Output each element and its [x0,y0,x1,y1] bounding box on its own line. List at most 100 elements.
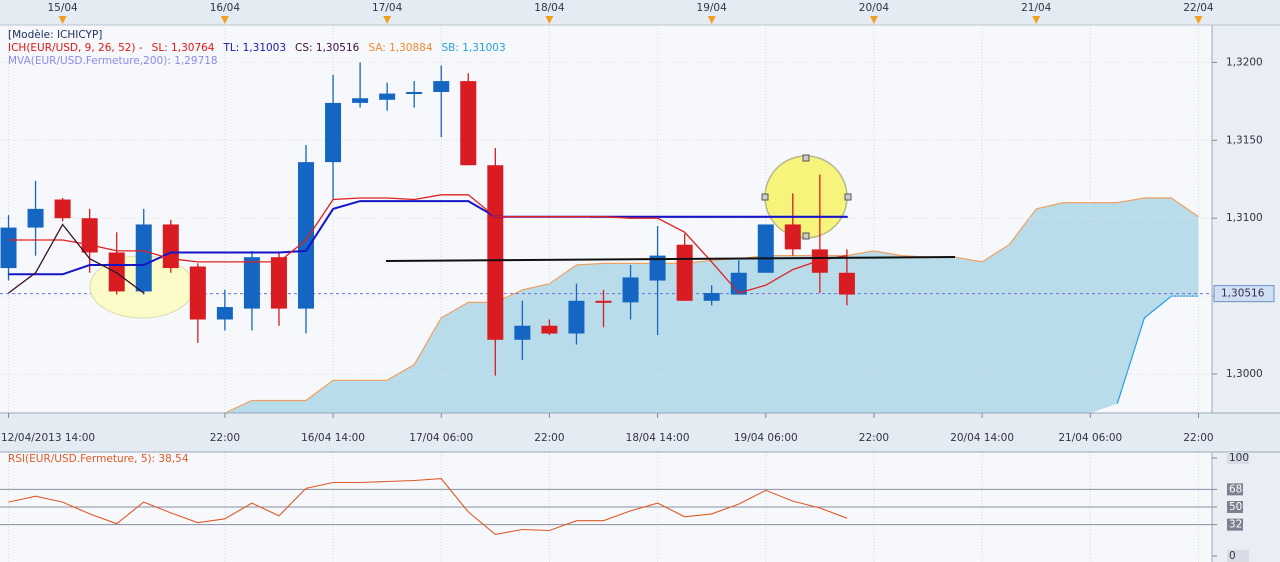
candle-body [189,266,206,320]
candle-body [406,92,423,95]
legend-entry: ICH(EUR/USD, 9, 26, 52) - [8,42,143,54]
y-tick-label: 68 [1229,483,1242,495]
candle-body [298,162,315,309]
legend-entry: [Modèle: ICHICYP] [8,29,103,41]
candle-body [108,252,125,292]
handle [802,154,810,162]
x-tick-label: 22:00 [534,432,564,444]
rsi-legend: RSI(EUR/USD.Fermeture, 5): 38,54 [8,453,189,466]
marks-layer [0,62,855,535]
handle [844,193,852,201]
x-tick-label: 21/04 06:00 [1058,432,1122,444]
legend: [Modèle: ICHICYP] ICH(EUR/USD, 9, 26, 52)… [8,29,515,68]
y-tick-label: 50 [1229,501,1242,513]
candle-body [81,218,98,253]
candle-body [541,325,558,334]
x-tick-label: 22:00 [859,432,889,444]
candle-body [703,293,720,301]
top-date-label: 17/04 [372,2,403,14]
candle-body [270,257,287,309]
candle-body [757,224,774,273]
candle-body [433,81,450,93]
drawings-over [385,154,956,262]
date-marker [707,16,716,24]
legend-entry: MVA(EUR/USD.Fermeture,200): 1,29718 [8,55,218,67]
candle-body [54,199,71,219]
y-tick-label: 32 [1229,519,1242,531]
date-marker [545,16,554,24]
date-marker [1032,16,1041,24]
x-tick-label: 16/04 14:00 [301,432,365,444]
indicator-line [8,223,145,294]
date-marker [383,16,392,24]
top-date-label: 15/04 [47,2,78,14]
candle-body [27,208,44,228]
tick-label-box [1227,550,1249,562]
top-date-label: 18/04 [534,2,565,14]
handle [802,232,810,240]
x-tick-label: 17/04 06:00 [409,432,473,444]
level-label-box [1227,483,1243,496]
y-tick-label: 1,3150 [1226,134,1263,146]
level-label-box [1227,518,1243,531]
candle-body [487,165,504,340]
x-tick-label: 19/04 06:00 [734,432,798,444]
top-date-label: 19/04 [697,2,728,14]
legend-entry: SB: 1,31003 [441,42,506,54]
candle-body [622,277,639,303]
top-date-label: 16/04 [210,2,241,14]
legend-entry: CS: 1,30516 [295,42,360,54]
legend-entry: SL: 1,30764 [151,42,215,54]
y-tick-label: 0 [1229,550,1236,562]
date-marker [58,16,67,24]
candle-body [379,93,396,100]
candle-body [595,300,612,303]
candle-body [784,224,801,250]
candle-body [0,227,17,269]
top-date-label: 22/04 [1183,2,1214,14]
legend-entry: TL: 1,31003 [223,42,287,54]
candle-body [243,257,260,309]
x-tick-label: 12/04/2013 14:00 [1,432,95,444]
tick-label-box [1227,452,1249,464]
x-tick-label: 22:00 [1183,432,1213,444]
y-tick-label: 1,3000 [1226,368,1263,380]
candle-body [352,98,369,103]
y-tick-label: 100 [1229,452,1249,464]
last-price-box [1213,285,1275,303]
level-label-box [1227,501,1243,513]
date-marker [220,16,229,24]
price-axis-area [1212,25,1280,413]
candle-body [162,224,179,269]
candle-body [325,102,342,163]
legend-row: ICH(EUR/USD, 9, 26, 52) - SL: 1,30764 TL: … [8,42,515,55]
candle-body [649,255,666,281]
legend-row: MVA(EUR/USD.Fermeture,200): 1,29718 [8,55,515,68]
legend-entry: SA: 1,30884 [368,42,433,54]
y-tick-label: 1,3100 [1226,212,1263,224]
top-date-label: 20/04 [859,2,890,14]
candle-body [514,325,531,340]
candle-body [216,307,233,320]
date-marker [1194,16,1203,24]
rsi-title: RSI(EUR/USD.Fermeture, 5): 38,54 [8,453,189,465]
y-tick-label: 1,3200 [1226,56,1263,68]
candle-body [568,300,585,334]
senkou-a [224,197,1199,414]
candle-body [135,224,152,292]
candle-body [676,244,693,301]
senkou-b [1116,295,1199,404]
indicator-line [8,194,848,294]
top-date-label: 21/04 [1021,2,1052,14]
highlight-circle [764,155,848,239]
x-tick-label: 20/04 14:00 [950,432,1014,444]
handle [761,193,769,201]
rsi-axis-area [1212,452,1280,562]
last-price-label: 1,30516 [1221,288,1265,300]
x-tick-label: 22:00 [210,432,240,444]
date-marker [869,16,878,24]
rsi-line [8,478,848,535]
candle-body [838,272,855,295]
